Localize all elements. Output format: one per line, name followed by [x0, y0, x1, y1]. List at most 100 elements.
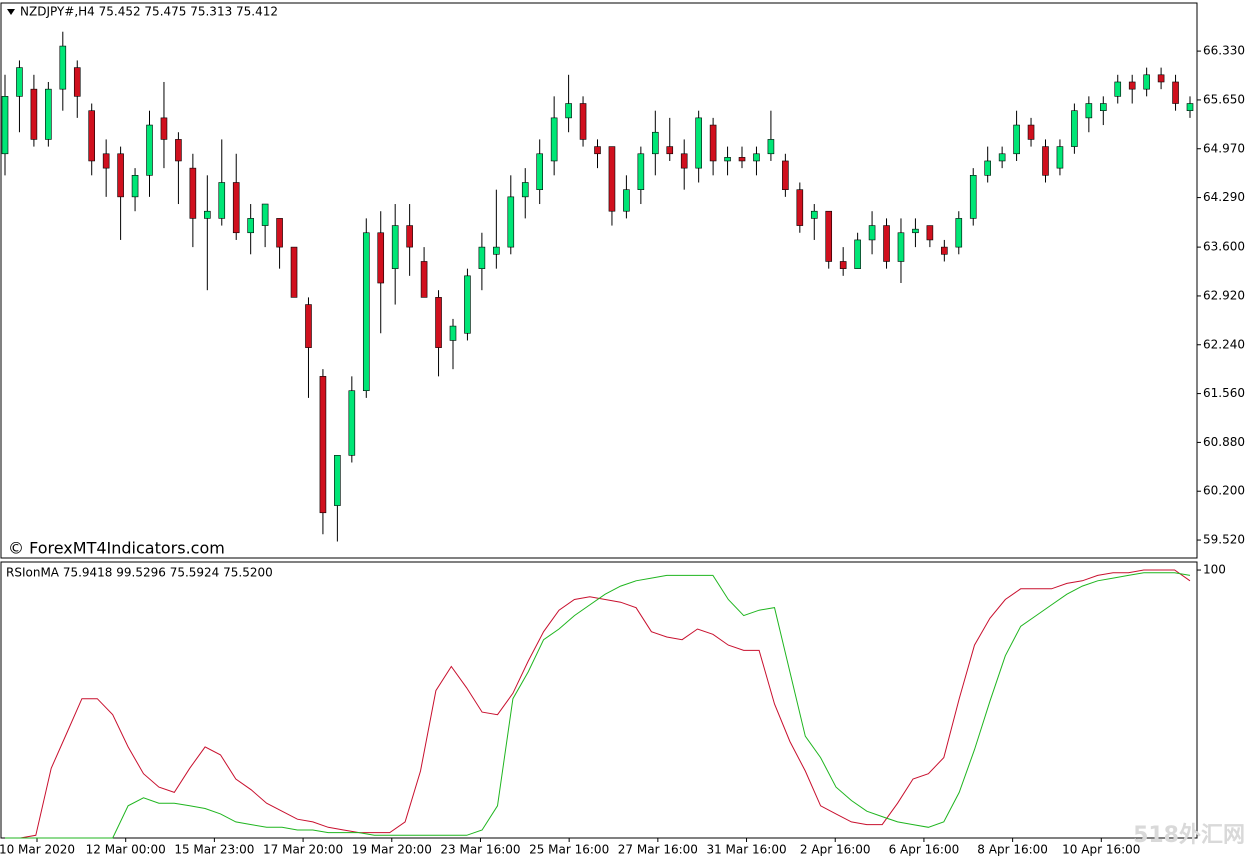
candle-body	[377, 232, 385, 284]
candle-body	[536, 153, 543, 190]
candle-body	[464, 275, 471, 334]
candle-body	[796, 189, 804, 226]
x-tick-label: 10 Mar 2020	[0, 843, 75, 857]
candle-body	[594, 146, 601, 155]
candle-body	[189, 167, 197, 219]
candle-body	[652, 131, 659, 155]
candle-body	[1128, 81, 1136, 90]
candle-body	[1099, 103, 1107, 111]
candle-body	[16, 67, 23, 97]
candle-body	[1143, 74, 1150, 90]
indicator-title: RSIonMA 75.9418 99.5296 75.5924 75.5200	[6, 566, 273, 580]
candle-body	[1114, 81, 1122, 97]
x-tick-label: 8 Apr 16:00	[977, 843, 1048, 857]
y-tick-label: 59.520	[1203, 533, 1245, 547]
watermark: 518外汇网	[1133, 822, 1245, 848]
y-tick-label: 61.560	[1203, 386, 1245, 400]
y-tick-label: 60.200	[1203, 484, 1245, 498]
candle-body	[232, 182, 240, 234]
y-tick-label: 62.240	[1203, 337, 1245, 351]
candle-body	[131, 175, 139, 198]
candle-body	[88, 110, 96, 162]
candle-body	[362, 232, 370, 392]
candle-body	[1042, 146, 1049, 176]
candle-body	[666, 146, 674, 155]
candle-body	[348, 390, 356, 456]
candle-body	[941, 246, 948, 255]
candle-body	[883, 225, 890, 262]
x-tick-label: 15 Mar 23:00	[174, 843, 254, 857]
candle-body	[926, 225, 934, 241]
candle-body	[1186, 103, 1194, 111]
candle-body	[868, 225, 876, 241]
candle-body	[637, 153, 645, 190]
indicator-panel	[0, 561, 1198, 839]
candle-body	[897, 232, 905, 262]
x-tick-label: 25 Mar 16:00	[529, 843, 609, 857]
x-tick-label: 17 Mar 20:00	[263, 843, 343, 857]
candle-body	[753, 153, 760, 162]
candle-body	[550, 117, 558, 162]
candle-body	[1056, 146, 1064, 169]
candle-body	[204, 210, 211, 219]
candle-body	[984, 160, 991, 176]
candle-body	[146, 124, 153, 176]
candle-body	[709, 124, 717, 162]
dropdown-icon	[7, 9, 15, 15]
candle-body	[521, 182, 529, 198]
candle-body	[334, 455, 341, 506]
candle-body	[1071, 110, 1078, 147]
candle-body	[912, 228, 919, 234]
candle-body	[276, 218, 283, 248]
y-tick-label: 62.920	[1203, 288, 1245, 302]
y-tick-label: 64.970	[1203, 141, 1245, 155]
candle-body	[290, 246, 298, 298]
x-tick-label: 27 Mar 16:00	[618, 843, 698, 857]
x-tick-label: 12 Mar 00:00	[86, 843, 166, 857]
y-tick-label: 63.600	[1203, 240, 1245, 254]
candle-body	[175, 139, 182, 162]
candle-body	[695, 117, 702, 169]
candle-body	[449, 325, 457, 341]
candle-body	[406, 225, 413, 248]
candle-body	[767, 139, 775, 155]
chart-title: NZDJPY#,H4 75.452 75.475 75.313 75.412	[20, 5, 278, 19]
candle-body	[955, 218, 963, 248]
x-tick-label: 2 Apr 16:00	[800, 843, 871, 857]
candle-body	[854, 239, 861, 269]
candle-body	[1013, 124, 1020, 155]
candle-body	[247, 218, 254, 234]
candle-body	[478, 246, 486, 269]
candle-body	[738, 157, 746, 162]
candle-body	[391, 225, 399, 269]
candle-body	[782, 160, 789, 190]
candle-body	[30, 88, 38, 140]
candle-body	[435, 297, 442, 348]
indicator-line	[5, 569, 1191, 839]
candle-body	[579, 103, 587, 140]
candle-body	[608, 146, 616, 212]
candle-body	[839, 261, 847, 269]
candle-body	[305, 304, 312, 348]
candle-body	[160, 117, 168, 140]
price-panel	[0, 2, 1198, 559]
candle-body	[117, 153, 124, 198]
candle-body	[102, 153, 110, 169]
x-tick-label: 19 Mar 20:00	[352, 843, 432, 857]
candle-body	[565, 103, 572, 119]
y-tick-label: 100	[1203, 563, 1226, 577]
candle-body	[825, 210, 833, 262]
y-tick-label: 64.290	[1203, 190, 1245, 204]
candle-body	[623, 189, 630, 212]
candle-body	[1157, 74, 1165, 83]
candle-body	[1172, 81, 1179, 104]
candle-body	[969, 175, 977, 219]
y-tick-label: 66.330	[1203, 44, 1245, 58]
candle-body	[1027, 124, 1035, 140]
y-tick-label: 65.650	[1203, 92, 1245, 106]
y-tick-label: 60.880	[1203, 435, 1245, 449]
candle-body	[73, 67, 81, 97]
candle-body	[319, 376, 327, 514]
candle-body	[261, 203, 269, 226]
